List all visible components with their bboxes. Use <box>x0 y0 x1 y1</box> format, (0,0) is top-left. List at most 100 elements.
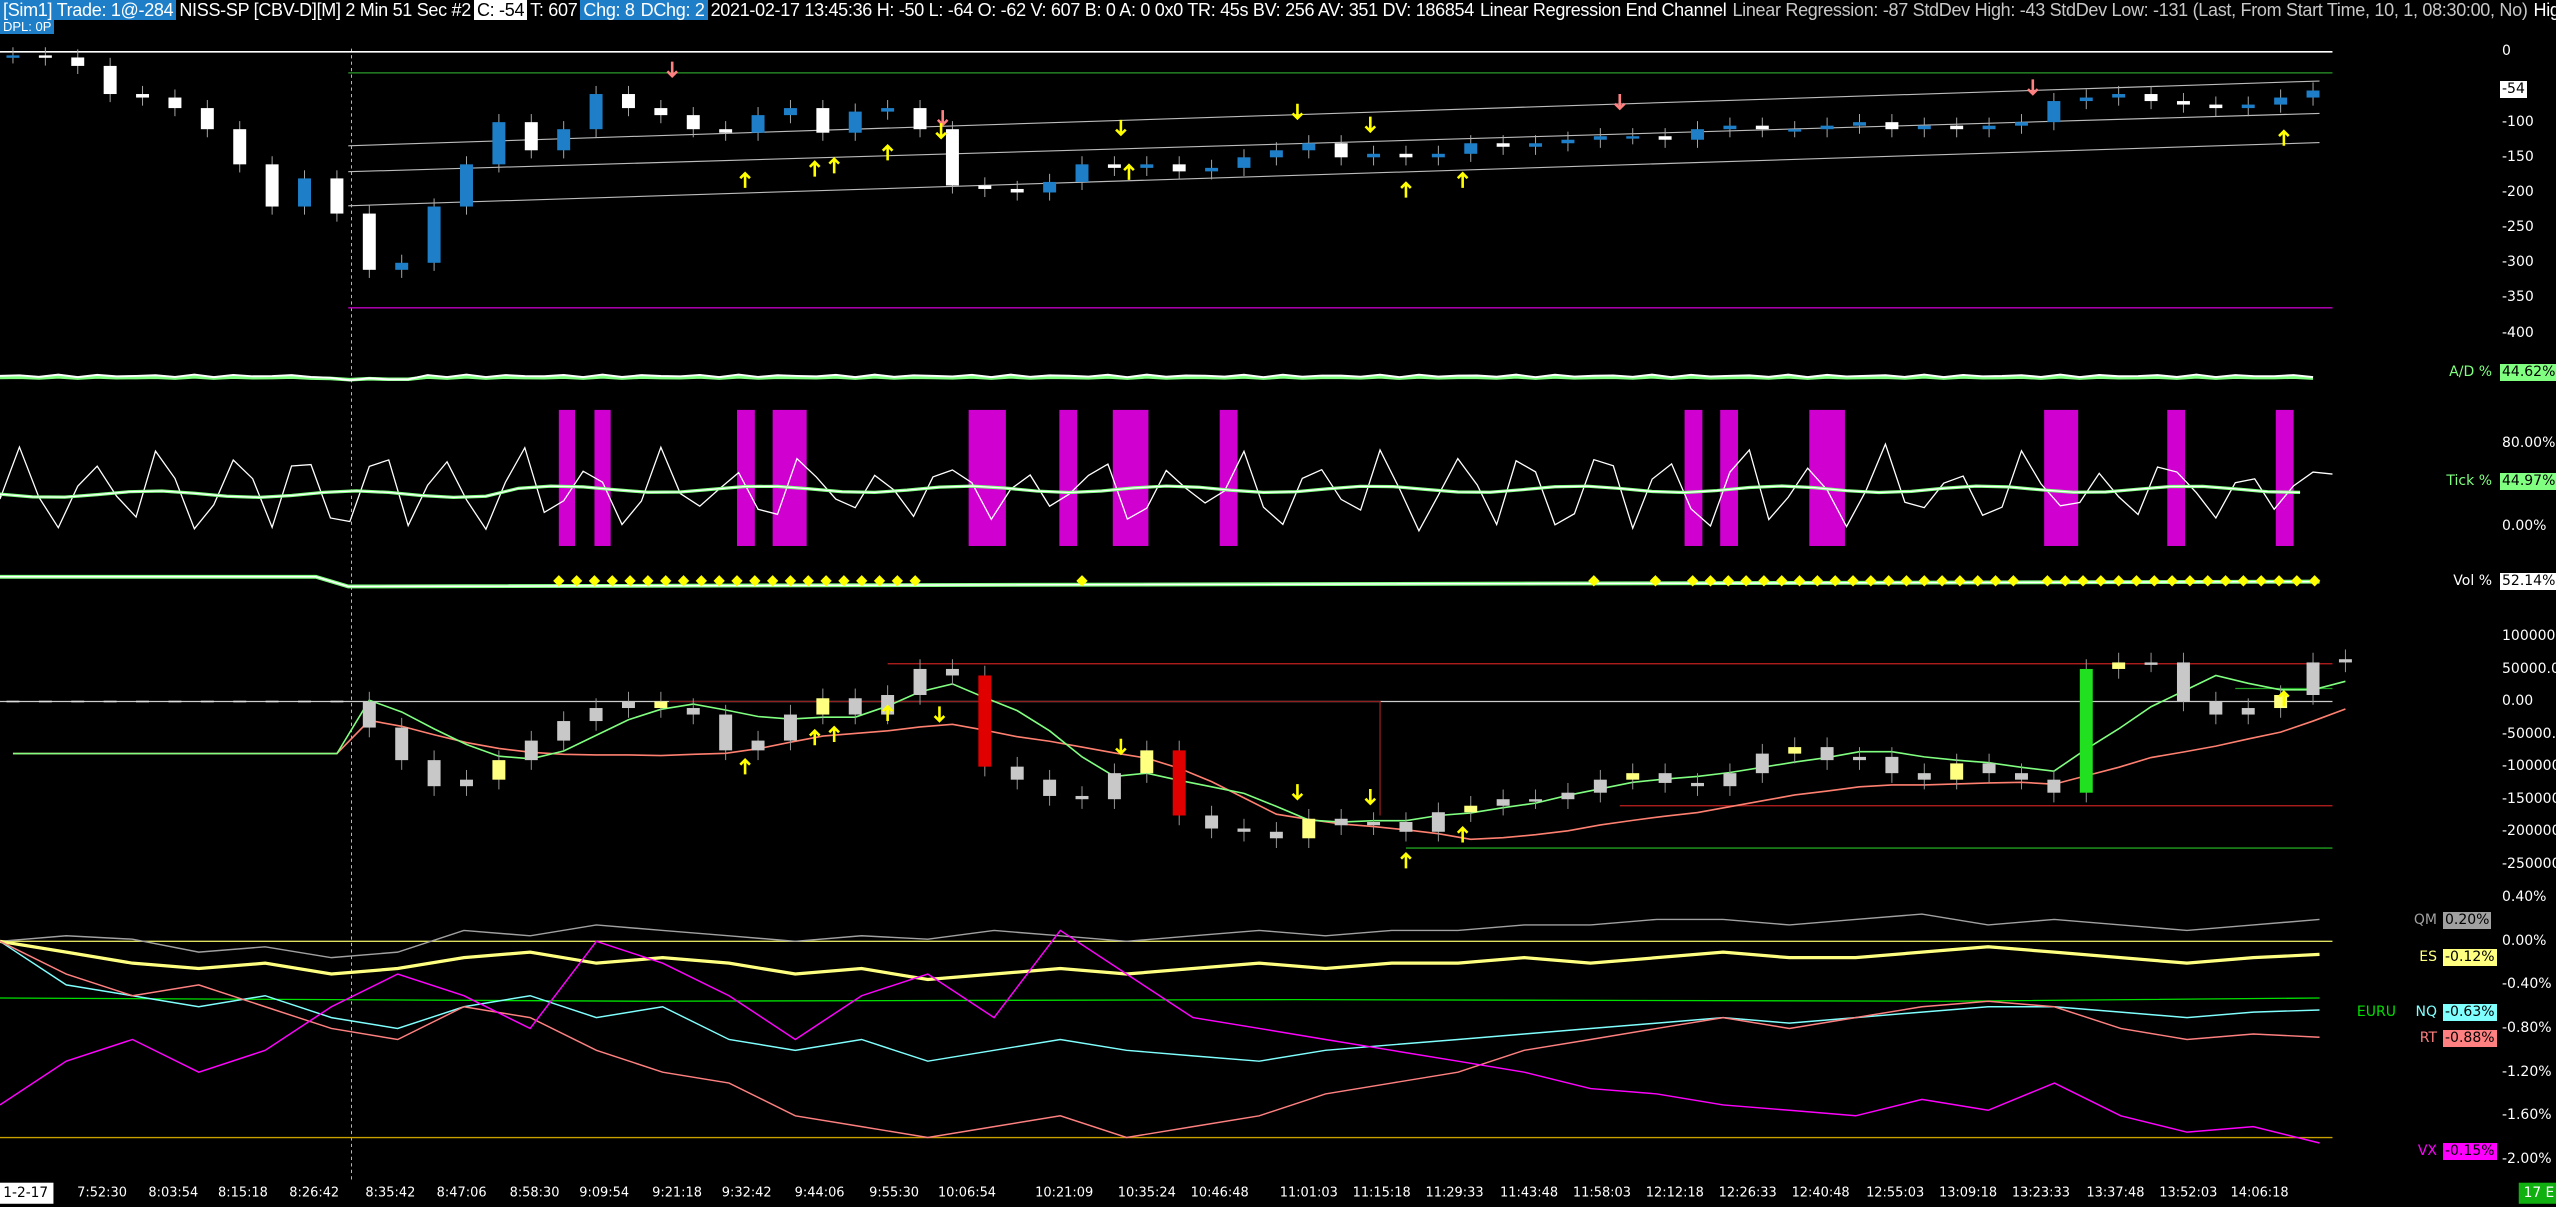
delta-candle[interactable] <box>1237 828 1251 832</box>
study2-name[interactable]: High/Low for Time <box>2533 0 2556 20</box>
delta-candle[interactable] <box>1723 773 1737 787</box>
delta-candle[interactable] <box>2209 701 2223 715</box>
delta-candle[interactable] <box>2014 773 2028 780</box>
price-candle[interactable] <box>686 115 700 130</box>
delta-candle[interactable] <box>719 714 733 751</box>
price-candle[interactable] <box>1010 188 1024 193</box>
delta-candle[interactable] <box>751 740 765 751</box>
price-candle[interactable] <box>1658 136 1672 140</box>
price-candle[interactable] <box>654 108 668 116</box>
delta-candle[interactable] <box>1075 795 1089 800</box>
price-candle[interactable] <box>1950 125 1964 130</box>
price-candle[interactable] <box>1496 143 1510 147</box>
price-candle[interactable] <box>1431 153 1445 158</box>
delta-candle[interactable] <box>913 668 927 696</box>
delta-candle[interactable] <box>1464 805 1478 813</box>
price-candle[interactable] <box>2079 97 2093 102</box>
price-candle[interactable] <box>1464 143 1478 154</box>
price-candle[interactable] <box>2241 104 2255 109</box>
price-candle[interactable] <box>1302 143 1316 151</box>
price-candle[interactable] <box>1885 122 1899 130</box>
delta-candle[interactable] <box>589 708 603 722</box>
price-candle[interactable] <box>848 111 862 133</box>
price-candle[interactable] <box>1172 164 1186 172</box>
price-candle[interactable] <box>751 115 765 133</box>
time-axis[interactable]: 1-2-17 7:52:30 8:03:54 8:15:18 8:26:42 8:35:4… <box>0 1182 2556 1204</box>
price-candle[interactable] <box>233 129 247 165</box>
price-candle[interactable] <box>427 206 441 263</box>
delta-candle[interactable] <box>686 708 700 715</box>
price-candle[interactable] <box>783 108 797 116</box>
delta-candle[interactable] <box>1658 773 1672 783</box>
price-candle[interactable] <box>1205 167 1219 172</box>
price-candle[interactable] <box>1917 125 1931 130</box>
delta-panel[interactable] <box>0 649 2352 869</box>
price-candle[interactable] <box>1269 150 1283 158</box>
price-candle[interactable] <box>524 122 538 151</box>
price-candle[interactable] <box>38 55 52 58</box>
delta-candle[interactable] <box>1982 763 1996 774</box>
delta-candle[interactable] <box>2176 662 2190 702</box>
price-candle[interactable] <box>1529 143 1543 147</box>
price-candle[interactable] <box>2176 101 2190 105</box>
delta-candle[interactable] <box>1010 766 1024 780</box>
delta-candle[interactable] <box>2112 662 2126 669</box>
price-candle[interactable] <box>265 164 279 207</box>
price-candle[interactable] <box>1982 125 1996 130</box>
delta-candle[interactable] <box>1885 756 1899 774</box>
price-candle[interactable] <box>2144 94 2158 102</box>
delta-candle[interactable] <box>1626 773 1640 780</box>
delta-candle[interactable] <box>1529 799 1543 802</box>
price-candle[interactable] <box>978 185 992 189</box>
price-candle[interactable] <box>2047 101 2061 123</box>
delta-candle[interactable] <box>1950 763 1964 780</box>
price-candle[interactable] <box>1755 125 1769 130</box>
price-candle[interactable] <box>1043 181 1057 193</box>
price-candle[interactable] <box>168 97 182 109</box>
price-candle[interactable] <box>816 108 830 133</box>
delta-candle[interactable] <box>1853 756 1866 761</box>
delta-candle[interactable] <box>1820 747 1834 761</box>
price-candle[interactable] <box>395 262 409 270</box>
delta-candle[interactable] <box>395 727 409 761</box>
delta-candle[interactable] <box>1399 822 1413 832</box>
delta-candle[interactable] <box>1431 812 1445 832</box>
price-candle[interactable] <box>2274 97 2288 105</box>
price-candle[interactable] <box>719 129 733 133</box>
delta-candle[interactable] <box>460 779 473 787</box>
price-candle[interactable] <box>913 108 927 130</box>
price-candle[interactable] <box>621 94 635 109</box>
delta-candle[interactable] <box>1140 750 1154 774</box>
study-name[interactable]: Linear Regression End Channel <box>1479 0 1727 20</box>
price-candle[interactable] <box>2209 104 2223 109</box>
delta-candle[interactable] <box>1691 782 1704 787</box>
price-candle[interactable] <box>136 94 150 98</box>
price-candle[interactable] <box>1820 125 1834 130</box>
delta-candle[interactable] <box>2047 779 2061 793</box>
delta-candle[interactable] <box>1205 815 1219 829</box>
price-candle[interactable] <box>1107 164 1121 168</box>
delta-candle[interactable] <box>1496 799 1510 806</box>
price-candle[interactable] <box>1788 129 1802 132</box>
price-candle[interactable] <box>330 178 344 214</box>
price-candle[interactable] <box>71 57 85 66</box>
delta-candle[interactable] <box>427 760 441 787</box>
price-candle[interactable] <box>1334 143 1348 158</box>
delta-candle[interactable] <box>1302 818 1316 839</box>
price-candle[interactable] <box>1723 125 1737 130</box>
percent-change-panel[interactable] <box>0 913 2333 1144</box>
account-trade-badge[interactable]: [Sim1] Trade: 1@-284 <box>0 0 177 20</box>
delta-candle[interactable] <box>2338 659 2352 663</box>
delta-candle[interactable] <box>783 714 797 741</box>
delta-candle[interactable] <box>492 760 506 780</box>
price-candle[interactable] <box>1626 136 1640 139</box>
price-candle[interactable] <box>589 94 603 130</box>
delta-candle[interactable] <box>1172 750 1186 816</box>
price-candle[interactable] <box>362 213 376 270</box>
delta-candle[interactable] <box>362 701 376 728</box>
delta-candle[interactable] <box>978 675 992 767</box>
delta-candle[interactable] <box>1107 773 1121 800</box>
price-candle[interactable] <box>1593 136 1607 140</box>
delta-candle[interactable] <box>2241 708 2255 715</box>
